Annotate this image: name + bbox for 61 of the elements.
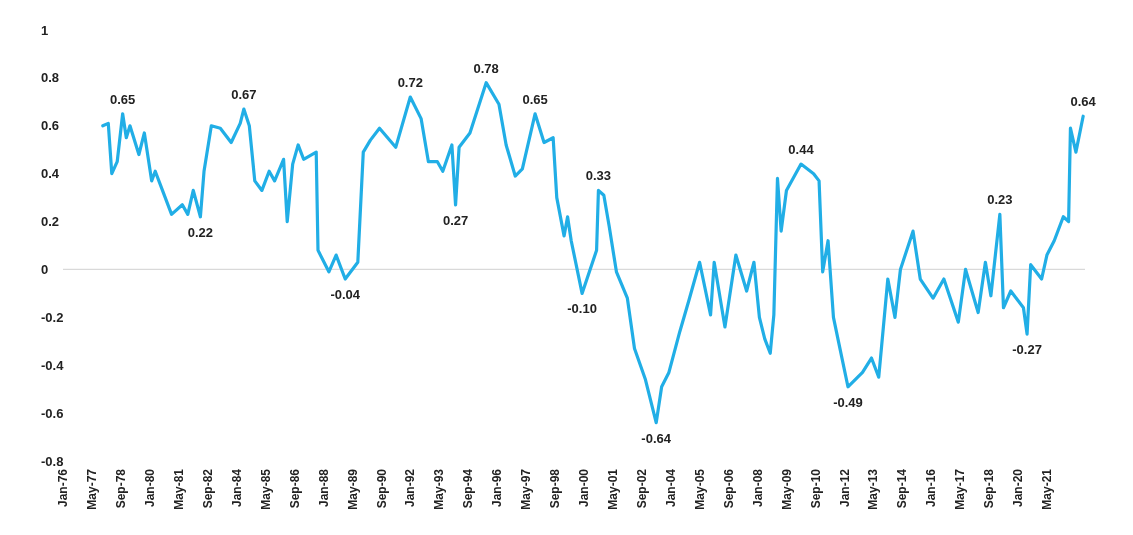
- annotation: 0.64: [1070, 94, 1097, 110]
- x-tick-label: Jan-80: [143, 468, 158, 508]
- annotation: 0.65: [522, 91, 548, 107]
- x-tick-label: May-85: [258, 468, 273, 510]
- x-tick-label: Jan-92: [403, 468, 418, 508]
- annotation: 0.72: [397, 75, 423, 91]
- x-tick-label: Sep-86: [287, 468, 302, 509]
- x-tick-label: Jan-20: [1011, 468, 1026, 508]
- x-tick-label: Sep-78: [114, 468, 129, 509]
- x-tick-label: May-77: [85, 468, 100, 510]
- x-tick-label: May-13: [866, 468, 881, 510]
- y-tick-label: -0.8: [41, 453, 64, 469]
- y-tick-label: 0.4: [41, 166, 60, 182]
- x-tick-label: Jan-04: [663, 468, 678, 508]
- y-tick-label: -0.4: [41, 357, 65, 373]
- y-tick-label: 1: [41, 22, 49, 38]
- x-tick-label: May-05: [692, 468, 707, 510]
- x-tick-label: Jan-76: [56, 468, 71, 508]
- y-tick-label: 0.2: [41, 214, 60, 230]
- y-tick-label: 0: [41, 261, 49, 277]
- x-tick-label: Jan-16: [924, 468, 939, 508]
- x-tick-label: Sep-06: [721, 468, 736, 509]
- x-tick-label: May-01: [606, 468, 620, 510]
- x-tick-label: Jan-84: [229, 468, 244, 508]
- x-tick-label: Sep-82: [200, 468, 215, 509]
- x-tick-label: May-17: [953, 468, 968, 510]
- x-tick-label: Jan-12: [837, 468, 852, 508]
- annotation: 0.27: [442, 212, 469, 228]
- annotation: -0.04: [330, 287, 361, 303]
- x-tick-label: Jan-08: [750, 468, 765, 508]
- annotation: 0.33: [585, 168, 612, 184]
- annotation: 0.22: [187, 224, 214, 240]
- x-tick-label: Jan-88: [316, 468, 331, 508]
- x-tick-label: Jan-00: [577, 468, 592, 508]
- annotation: 0.65: [110, 91, 136, 107]
- x-tick-label: Sep-90: [374, 468, 389, 509]
- y-tick-label: 0.6: [41, 118, 60, 134]
- x-tick-label: Sep-18: [982, 468, 997, 509]
- x-tick-label: May-89: [345, 468, 360, 510]
- annotation: 0.44: [788, 142, 815, 158]
- annotation: -0.10: [567, 301, 597, 317]
- y-tick-label: 0.8: [41, 70, 60, 86]
- x-tick-label: May-21: [1040, 468, 1055, 510]
- annotation: -0.64: [641, 430, 672, 446]
- x-tick-label: Sep-98: [548, 468, 563, 509]
- x-tick-label: Sep-14: [895, 468, 910, 509]
- y-tick-label: -0.2: [41, 309, 64, 325]
- annotation: 0.67: [231, 87, 257, 103]
- x-tick-label: Sep-10: [808, 468, 823, 509]
- annotation: 0.23: [987, 192, 1013, 208]
- x-tick-label: Sep-94: [461, 468, 476, 509]
- annotation: 0.78: [473, 60, 499, 76]
- x-tick-label: May-97: [519, 468, 534, 510]
- y-tick-label: -0.6: [41, 405, 64, 421]
- x-tick-label: May-93: [432, 468, 447, 510]
- annotation: -0.49: [833, 394, 863, 410]
- x-tick-label: May-09: [779, 468, 794, 510]
- x-tick-label: Sep-02: [635, 468, 649, 509]
- annotation: -0.27: [1012, 342, 1042, 358]
- x-tick-label: Jan-96: [490, 468, 505, 508]
- x-tick-label: May-81: [171, 468, 186, 510]
